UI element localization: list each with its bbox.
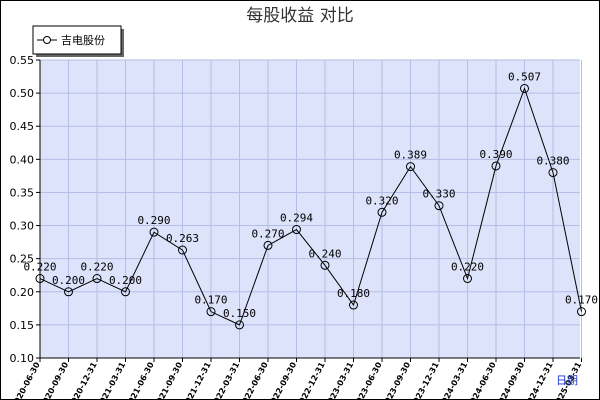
- data-label: 0.380: [536, 155, 569, 168]
- y-tick-label: 0.10: [10, 352, 35, 365]
- legend[interactable]: 吉电股份: [32, 25, 124, 57]
- plot-area: [40, 60, 580, 358]
- data-label: 0.263: [166, 232, 199, 245]
- data-point: [520, 83, 529, 93]
- data-point: [406, 162, 415, 172]
- x-axis: 2020-06-302020-09-302020-12-312021-03-31…: [10, 357, 583, 400]
- x-tick-label: 2021-03-31: [95, 360, 127, 400]
- y-tick-label: 0.50: [10, 87, 35, 100]
- legend-marker-icon: [43, 36, 51, 44]
- x-tick-label: 2023-12-31: [409, 360, 441, 400]
- x-tick-label: 2024-12-31: [523, 360, 555, 400]
- data-label: 0.270: [251, 227, 284, 240]
- x-tick-label: 2024-06-30: [466, 360, 498, 400]
- data-label: 0.507: [508, 70, 541, 83]
- data-label: 0.330: [422, 188, 455, 201]
- x-tick-label: 2023-06-30: [352, 360, 384, 400]
- data-label: 0.290: [137, 214, 170, 227]
- series-line: [39, 86, 582, 326]
- data-point: [491, 161, 501, 171]
- y-tick-label: 0.45: [10, 120, 35, 133]
- chart-title: 每股收益 对比: [246, 6, 353, 26]
- data-label: 0.320: [365, 194, 398, 207]
- data-point: [263, 240, 273, 250]
- data-point: [349, 300, 358, 310]
- y-tick-label: 0.20: [10, 286, 35, 299]
- y-axis: 0.10 0.15 0.20 0.25 0.30 0.35 0.40 0.45 0.50 0.55: [10, 54, 41, 365]
- y-tick-label: 0.25: [10, 253, 35, 266]
- data-point: [434, 201, 444, 211]
- legend-label: 吉电股份: [61, 34, 105, 47]
- data-point: [35, 274, 45, 284]
- data-label: 0.389: [394, 149, 427, 162]
- x-tick-label: 2020-12-31: [67, 360, 99, 400]
- x-tick-label: 2024-03-31: [437, 360, 469, 400]
- x-tick-label: 2020-06-30: [10, 360, 42, 400]
- y-tick-label: 0.15: [10, 319, 35, 332]
- data-label: 0.220: [23, 261, 56, 274]
- data-label: 0.170: [194, 294, 227, 307]
- data-point: [463, 274, 472, 284]
- data-point: [548, 168, 558, 178]
- x-tick-label: 2022-06-30: [238, 360, 270, 400]
- data-point: [577, 307, 586, 317]
- data-point: [377, 207, 387, 217]
- data-label: 0.240: [308, 247, 341, 260]
- series-layer: 0.2200.2000.2200.2000.2900.2630.1700.150…: [23, 70, 598, 330]
- data-point: [292, 225, 301, 235]
- data-point: [320, 260, 330, 270]
- data-point: [206, 307, 216, 317]
- x-tick-label: 2021-06-30: [124, 360, 156, 400]
- x-tick-label: 2024-09-30: [494, 360, 526, 400]
- x-tick-label: 2021-12-31: [181, 360, 213, 400]
- data-point: [149, 227, 159, 237]
- data-point: [121, 287, 130, 297]
- data-label: 0.220: [451, 261, 484, 274]
- data-label: 0.200: [52, 274, 85, 287]
- data-point: [235, 320, 244, 330]
- x-tick-label: 2022-03-31: [209, 360, 241, 400]
- y-tick-label: 0.40: [10, 153, 35, 166]
- x-tick-label: 2023-09-30: [380, 360, 412, 400]
- x-tick-label: 2023-03-31: [323, 360, 355, 400]
- y-tick-label: 0.30: [10, 220, 35, 233]
- data-label: 0.390: [479, 148, 512, 161]
- x-tick-label: 2022-09-30: [266, 360, 298, 400]
- data-label: 0.200: [109, 274, 142, 287]
- data-label: 0.220: [80, 261, 113, 274]
- x-tick-label: 2021-09-30: [152, 360, 184, 400]
- x-tick-label: 2022-12-31: [295, 360, 327, 400]
- x-axis-label: 日期: [556, 374, 578, 387]
- data-label: 0.180: [337, 287, 370, 300]
- y-tick-label: 0.35: [10, 186, 35, 199]
- data-label: 0.150: [223, 307, 256, 320]
- x-tick-label: 2020-09-30: [38, 360, 70, 400]
- data-label: 0.294: [280, 212, 313, 225]
- data-point: [64, 287, 73, 297]
- data-point: [178, 245, 187, 255]
- data-label: 0.170: [565, 294, 598, 307]
- y-tick-label: 0.55: [10, 54, 35, 67]
- data-point: [92, 274, 102, 284]
